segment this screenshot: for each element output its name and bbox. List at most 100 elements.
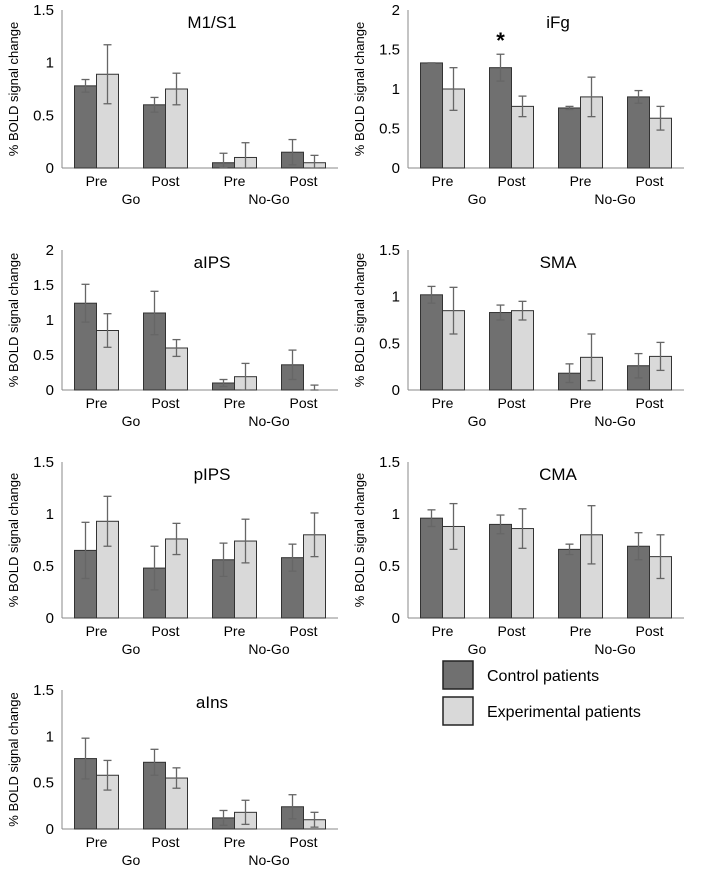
panel-cma: 0 0.5 1 1.5 % BOLD signal change CMA Pre Post Pr… bbox=[352, 454, 684, 657]
control-bar bbox=[143, 104, 166, 169]
y-tick-label: 0.5 bbox=[33, 107, 54, 124]
y-tick-label: 0 bbox=[46, 610, 54, 627]
x-tick-label: Post bbox=[151, 623, 179, 639]
group-label: No-Go bbox=[248, 191, 289, 207]
control-bar bbox=[420, 517, 443, 619]
significance-marker: * bbox=[496, 28, 505, 53]
y-axis-label: % BOLD signal change bbox=[6, 473, 21, 607]
y-tick-label: 0 bbox=[46, 382, 54, 399]
group-label: No-Go bbox=[594, 641, 635, 657]
x-tick-label: Post bbox=[635, 173, 663, 189]
group-label: Go bbox=[122, 641, 141, 657]
panel-ains: 0 0.5 1 1.5 % BOLD signal change aIns Pre Post P… bbox=[6, 682, 338, 868]
group-label: Go bbox=[122, 191, 141, 207]
control-bar bbox=[489, 67, 512, 169]
group-label: Go bbox=[468, 191, 487, 207]
x-tick-label: Pre bbox=[432, 395, 454, 411]
y-tick-label: 1.5 bbox=[33, 682, 54, 699]
x-tick-label: Post bbox=[635, 395, 663, 411]
x-tick-label: Pre bbox=[570, 173, 592, 189]
panel-sma: 0 0.5 1 1.5 % BOLD signal change SMA Pre Post Pr… bbox=[352, 242, 684, 429]
y-tick-label: 1 bbox=[46, 506, 54, 523]
y-tick-label: 0.5 bbox=[33, 347, 54, 364]
y-axis-label: % BOLD signal change bbox=[6, 692, 21, 826]
y-tick-label: 0 bbox=[392, 610, 400, 627]
group-label: No-Go bbox=[248, 852, 289, 868]
y-tick-label: 0.5 bbox=[379, 335, 400, 352]
group-label: Go bbox=[122, 413, 141, 429]
x-tick-label: Post bbox=[289, 395, 317, 411]
y-tick-label: 1.5 bbox=[379, 42, 400, 59]
group-label: Go bbox=[122, 852, 141, 868]
x-tick-label: Pre bbox=[86, 395, 108, 411]
x-tick-label: Post bbox=[497, 173, 525, 189]
panel-title: iFg bbox=[546, 13, 570, 32]
experimental-bar bbox=[511, 310, 534, 391]
y-tick-label: 0 bbox=[392, 160, 400, 177]
x-tick-label: Pre bbox=[224, 173, 246, 189]
y-tick-label: 0.5 bbox=[33, 775, 54, 792]
x-tick-label: Pre bbox=[432, 623, 454, 639]
y-tick-label: 1.5 bbox=[33, 2, 54, 19]
x-tick-label: Pre bbox=[432, 173, 454, 189]
y-axis-label: % BOLD signal change bbox=[6, 253, 21, 387]
x-tick-label: Post bbox=[497, 623, 525, 639]
x-tick-label: Pre bbox=[224, 623, 246, 639]
group-label: Go bbox=[468, 641, 487, 657]
y-axis-label: % BOLD signal change bbox=[352, 22, 367, 156]
control-bar bbox=[489, 523, 512, 619]
y-tick-label: 0.5 bbox=[379, 558, 400, 575]
y-tick-label: 2 bbox=[392, 2, 400, 19]
group-label: No-Go bbox=[248, 413, 289, 429]
y-axis-label: % BOLD signal change bbox=[352, 253, 367, 387]
x-tick-label: Pre bbox=[86, 834, 108, 850]
x-tick-label: Post bbox=[497, 395, 525, 411]
legend-swatch bbox=[442, 660, 474, 690]
control-bar bbox=[420, 294, 443, 391]
y-tick-label: 1 bbox=[392, 289, 400, 306]
x-tick-label: Pre bbox=[224, 395, 246, 411]
group-label: No-Go bbox=[594, 191, 635, 207]
control-bar bbox=[489, 312, 512, 391]
y-tick-label: 1 bbox=[46, 55, 54, 72]
panel-title: aIns bbox=[196, 693, 228, 712]
x-tick-label: Pre bbox=[570, 623, 592, 639]
y-tick-label: 2 bbox=[46, 242, 54, 259]
panel-pips: 0 0.5 1 1.5 % BOLD signal change pIPS Pre Post P… bbox=[6, 454, 338, 657]
panel-title: aIPS bbox=[194, 253, 231, 272]
panel-title: M1/S1 bbox=[187, 13, 236, 32]
panel-title: pIPS bbox=[194, 465, 231, 484]
control-bar bbox=[627, 96, 650, 169]
x-tick-label: Post bbox=[289, 173, 317, 189]
y-tick-label: 1.5 bbox=[379, 454, 400, 471]
x-tick-label: Pre bbox=[224, 834, 246, 850]
x-tick-label: Post bbox=[151, 395, 179, 411]
y-tick-label: 0.5 bbox=[33, 558, 54, 575]
y-tick-label: 1 bbox=[46, 728, 54, 745]
y-tick-label: 0 bbox=[392, 382, 400, 399]
panel-aips: 0 0.5 1 1.5 2 % BOLD signal change aIPS Pre Post… bbox=[6, 242, 338, 429]
panel-ifg: 0 0.5 1 1.5 2 % BOLD signal change iFg Pre Post P… bbox=[352, 2, 684, 207]
legend-label: Experimental patients bbox=[487, 704, 641, 721]
y-tick-label: 0 bbox=[46, 821, 54, 838]
legend: Control patients Experimental patients bbox=[442, 660, 641, 726]
group-label: Go bbox=[468, 413, 487, 429]
x-tick-label: Post bbox=[151, 834, 179, 850]
y-tick-label: 1.5 bbox=[33, 454, 54, 471]
control-bar bbox=[74, 85, 97, 169]
y-axis-label: % BOLD signal change bbox=[352, 473, 367, 607]
x-tick-label: Post bbox=[151, 173, 179, 189]
panel-title: CMA bbox=[539, 465, 577, 484]
x-tick-label: Post bbox=[635, 623, 663, 639]
y-tick-label: 1.5 bbox=[379, 242, 400, 259]
x-tick-label: Pre bbox=[86, 623, 108, 639]
x-tick-label: Pre bbox=[86, 173, 108, 189]
x-tick-label: Post bbox=[289, 834, 317, 850]
control-bar bbox=[558, 548, 581, 619]
panel-m1s1: 0 0.5 1 1.5 % BOLD signal change M1/S1 Pre Post… bbox=[6, 2, 338, 207]
y-tick-label: 1 bbox=[46, 312, 54, 329]
y-tick-label: 1 bbox=[392, 81, 400, 98]
x-tick-label: Pre bbox=[570, 395, 592, 411]
panel-title: SMA bbox=[540, 253, 578, 272]
